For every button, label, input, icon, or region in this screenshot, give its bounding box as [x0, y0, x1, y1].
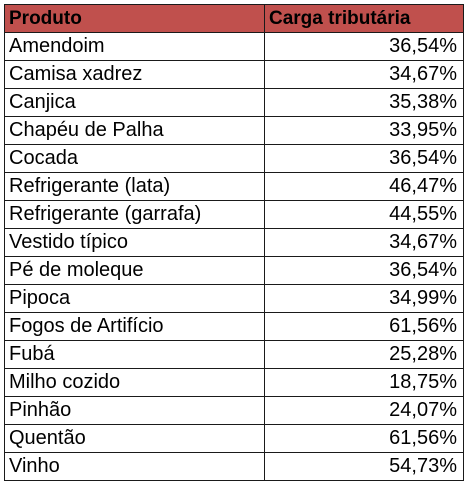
tax-cell: 44,55%: [264, 200, 464, 229]
header-row: Produto Carga tributária: [4, 4, 464, 33]
table-row: Fubá 25,28%: [4, 340, 464, 369]
table-row: Pé de moleque 36,54%: [4, 256, 464, 285]
tax-cell: 34,67%: [264, 228, 464, 257]
table-row: Refrigerante (lata) 46,47%: [4, 172, 464, 201]
product-cell: Pé de moleque: [4, 256, 265, 285]
product-cell: Camisa xadrez: [4, 60, 265, 89]
header-produto: Produto: [4, 4, 265, 33]
product-cell: Canjica: [4, 88, 265, 117]
product-cell: Fogos de Artifício: [4, 312, 265, 341]
table-row: Quentão 61,56%: [4, 424, 464, 453]
tax-table: Produto Carga tributária Amendoim 36,54%…: [4, 4, 464, 481]
table-row: Vinho 54,73%: [4, 452, 464, 481]
tax-cell: 33,95%: [264, 116, 464, 145]
product-cell: Vestido típico: [4, 228, 265, 257]
tax-cell: 54,73%: [264, 452, 464, 481]
table-row: Vestido típico 34,67%: [4, 228, 464, 257]
tax-table-container: Produto Carga tributária Amendoim 36,54%…: [4, 4, 464, 490]
product-cell: Chapéu de Palha: [4, 116, 265, 145]
table-body: Amendoim 36,54% Camisa xadrez 34,67% Can…: [4, 32, 464, 481]
table-row: Pipoca 34,99%: [4, 284, 464, 313]
tax-cell: 61,56%: [264, 424, 464, 453]
product-cell: Vinho: [4, 452, 265, 481]
product-cell: Refrigerante (garrafa): [4, 200, 265, 229]
table-row: Canjica 35,38%: [4, 88, 464, 117]
product-cell: Pinhão: [4, 396, 265, 425]
header-carga-tributaria: Carga tributária: [264, 4, 464, 33]
product-cell: Pipoca: [4, 284, 265, 313]
tax-cell: 61,56%: [264, 312, 464, 341]
tax-cell: 35,38%: [264, 88, 464, 117]
tax-cell: 36,54%: [264, 32, 464, 61]
table-header: Produto Carga tributária: [4, 4, 464, 33]
table-row: Pinhão 24,07%: [4, 396, 464, 425]
table-row: Camisa xadrez 34,67%: [4, 60, 464, 89]
tax-cell: 18,75%: [264, 368, 464, 397]
product-cell: Fubá: [4, 340, 265, 369]
product-cell: Cocada: [4, 144, 265, 173]
table-row: Refrigerante (garrafa) 44,55%: [4, 200, 464, 229]
product-cell: Milho cozido: [4, 368, 265, 397]
tax-cell: 36,54%: [264, 256, 464, 285]
tax-cell: 46,47%: [264, 172, 464, 201]
product-cell: Quentão: [4, 424, 265, 453]
tax-cell: 25,28%: [264, 340, 464, 369]
table-row: Fogos de Artifício 61,56%: [4, 312, 464, 341]
tax-cell: 34,67%: [264, 60, 464, 89]
table-row: Chapéu de Palha 33,95%: [4, 116, 464, 145]
tax-cell: 24,07%: [264, 396, 464, 425]
table-row: Milho cozido 18,75%: [4, 368, 464, 397]
tax-cell: 36,54%: [264, 144, 464, 173]
table-row: Cocada 36,54%: [4, 144, 464, 173]
product-cell: Refrigerante (lata): [4, 172, 265, 201]
table-row: Amendoim 36,54%: [4, 32, 464, 61]
product-cell: Amendoim: [4, 32, 265, 61]
tax-cell: 34,99%: [264, 284, 464, 313]
